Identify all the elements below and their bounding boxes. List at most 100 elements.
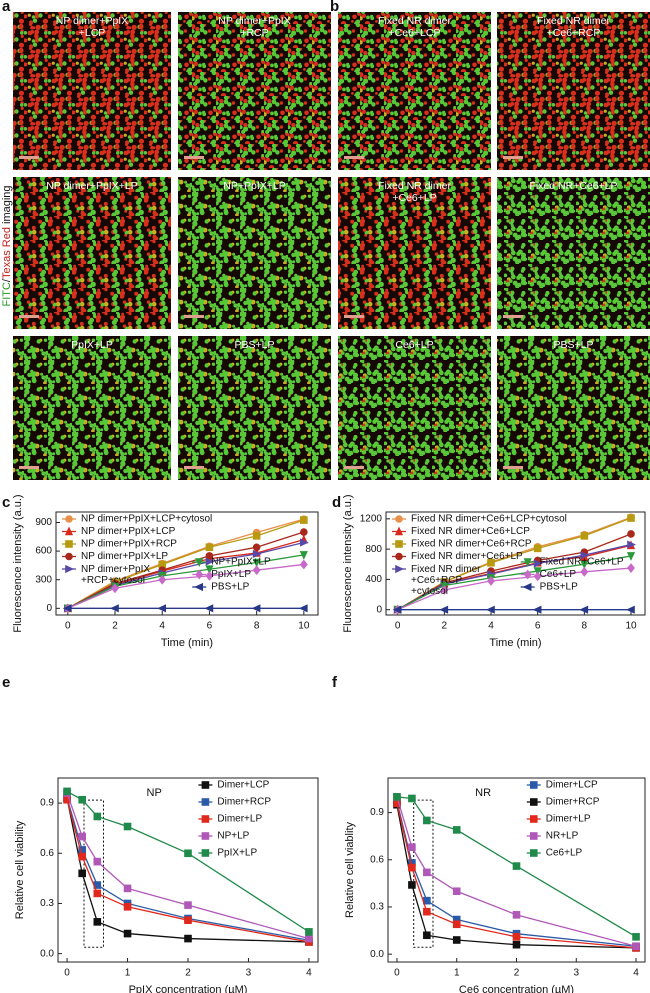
data-point <box>392 605 402 614</box>
legend-marker <box>201 815 210 823</box>
data-point <box>512 911 521 919</box>
series-line <box>396 796 637 947</box>
annotation: NP <box>147 787 162 799</box>
scale-bar <box>503 466 523 469</box>
data-point <box>512 933 521 941</box>
image-caption: Fixed NR dimer <box>378 15 451 27</box>
image-caption: NP dimer+PpIX+LP <box>46 180 137 192</box>
legend-label: NP dimer+PpIX+RCP <box>81 539 177 550</box>
data-point <box>111 583 119 594</box>
x-tick-label: 4 <box>633 968 639 979</box>
data-point <box>205 552 214 560</box>
y-tick-label: 0.9 <box>370 807 384 818</box>
x-tick-label: 10 <box>298 621 310 632</box>
legend-marker <box>523 558 532 567</box>
legend-marker <box>65 552 73 561</box>
data-point <box>123 884 132 893</box>
data-point <box>487 558 495 567</box>
scale-bar <box>344 466 364 469</box>
data-point <box>627 530 635 538</box>
legend-marker <box>529 832 538 840</box>
x-tick-label: 6 <box>207 621 213 632</box>
legend-marker <box>529 781 538 789</box>
legend-line: Fixed NR dimer <box>411 564 481 575</box>
x-tick-label: 3 <box>573 968 579 979</box>
scale-bar <box>344 156 364 159</box>
y-axis-title: Relative cell viablity <box>344 822 356 918</box>
data-point <box>580 566 589 577</box>
image-caption: Fixed NR+Ce6+LP <box>529 180 617 192</box>
y-axis-title: Fluorescence intensity (a.u.) <box>342 494 354 632</box>
data-point <box>205 571 214 581</box>
data-point <box>300 538 309 547</box>
series-line <box>397 555 632 611</box>
x-tick-label: 4 <box>306 968 312 979</box>
data-point <box>205 543 214 552</box>
data-point <box>512 862 521 870</box>
legend-marker <box>395 540 403 548</box>
label-part: / <box>1 278 13 282</box>
data-point <box>205 565 214 575</box>
legend-label: Dimer+LP <box>217 814 262 825</box>
legend-line: NP dimer+PpIX <box>81 564 150 575</box>
series-line <box>396 804 637 949</box>
series-line <box>67 519 305 609</box>
x-tick-label: 6 <box>535 621 541 632</box>
y-tick-label: 0.6 <box>370 854 384 865</box>
microscopy-image <box>13 336 171 480</box>
data-point <box>62 604 72 613</box>
image-caption: PBS+LP <box>235 339 275 351</box>
imaging-label: FITC/Texas Red imaging <box>1 185 13 306</box>
series-line <box>66 792 310 940</box>
series-line <box>67 518 305 609</box>
image-caption: NP dimer+PpIX <box>56 15 128 27</box>
data-point <box>408 863 416 872</box>
highlight-box <box>83 799 104 948</box>
series-line <box>67 554 304 609</box>
y-tick-label: 1200 <box>360 513 383 524</box>
data-point <box>632 933 640 941</box>
microscopy-image <box>13 177 171 329</box>
y-tick-label: 0.0 <box>40 948 54 959</box>
data-point <box>123 929 132 938</box>
microscopy-image <box>338 12 491 170</box>
data-point <box>580 560 589 570</box>
legend-marker <box>195 558 204 567</box>
label-part: Texas Red <box>1 227 13 279</box>
y-tick-label: 0.9 <box>40 798 54 809</box>
data-point <box>439 605 449 614</box>
legend-marker <box>529 815 538 823</box>
microscopy-image <box>13 12 171 170</box>
legend-label: NP dimer+PpIX +RCP+cytosol <box>81 564 150 586</box>
series-line <box>67 539 305 609</box>
scale-bar <box>184 466 204 469</box>
microscopy-image <box>497 12 650 170</box>
microscopy-image <box>178 12 331 170</box>
series-line <box>396 801 637 947</box>
data-point <box>512 940 521 949</box>
legend-marker <box>65 564 74 574</box>
y-axis-title: Fluorescence intensity (a.u.) <box>12 494 24 632</box>
data-point <box>579 605 589 614</box>
legend-marker <box>522 582 532 592</box>
data-point <box>78 795 86 804</box>
x-tick-label: 4 <box>488 621 494 632</box>
microscopy-image <box>338 336 491 480</box>
legend-label: NP+PpIX+LP <box>211 557 271 568</box>
legend-marker <box>395 552 403 561</box>
x-tick-label: 3 <box>246 968 252 979</box>
panel-label: a <box>2 0 11 15</box>
data-point <box>452 920 461 929</box>
legend-marker <box>65 515 73 523</box>
y-tick-label: 0.3 <box>40 898 54 909</box>
data-point <box>184 849 192 858</box>
data-point <box>158 574 167 585</box>
image-caption: +Ce6+LCP <box>389 27 441 39</box>
legend-marker <box>201 798 210 806</box>
legend-marker <box>201 849 210 857</box>
label-part: imaging <box>1 185 13 227</box>
y-tick-label: 300 <box>35 574 52 585</box>
legend-label: NP dimer+PpIX+LCP <box>81 526 176 537</box>
series-line <box>396 803 637 949</box>
